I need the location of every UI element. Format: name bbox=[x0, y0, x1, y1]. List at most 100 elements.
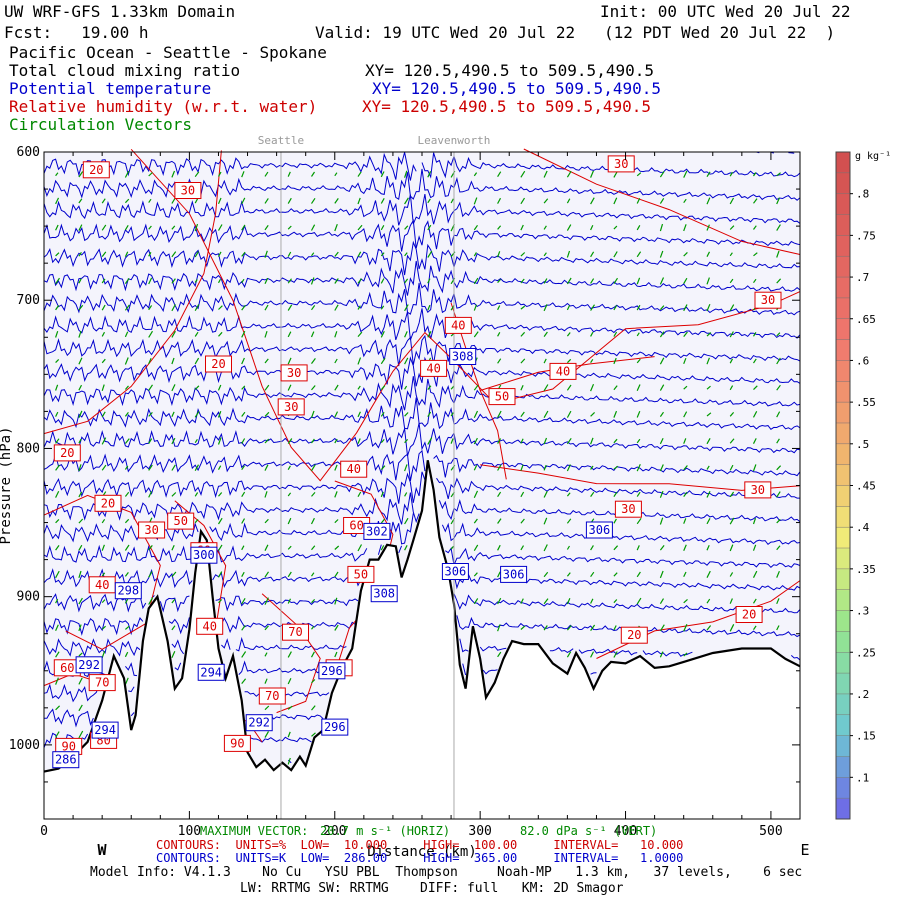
circulation-vector bbox=[334, 278, 339, 284]
circulation-vector bbox=[287, 465, 291, 470]
circulation-vector bbox=[287, 705, 293, 710]
colorbar-segment bbox=[836, 735, 850, 757]
rh-contour-label: 70 bbox=[288, 625, 302, 639]
circulation-vector bbox=[683, 411, 688, 418]
circulation-vector bbox=[124, 385, 129, 390]
circulation-vector bbox=[334, 491, 338, 498]
circulation-vector bbox=[194, 492, 199, 497]
circulation-vector bbox=[659, 570, 664, 579]
circulation-vector bbox=[566, 572, 571, 577]
circulation-vector bbox=[590, 251, 595, 258]
circulation-vector bbox=[101, 171, 106, 177]
circulation-vector bbox=[194, 279, 198, 283]
circulation-vector bbox=[683, 491, 688, 497]
circulation-vector bbox=[590, 331, 594, 337]
circulation-vector bbox=[613, 197, 618, 205]
circulation-vector bbox=[706, 303, 711, 312]
circulation-vector bbox=[497, 410, 502, 418]
rh-contour-label-box bbox=[343, 517, 371, 534]
colorbar-segment bbox=[836, 339, 850, 361]
circulation-vector bbox=[287, 331, 292, 338]
rh-contour-label-box bbox=[444, 316, 472, 334]
circulation-vector bbox=[311, 598, 316, 604]
circulation-vector bbox=[636, 304, 641, 311]
rh-contour-label-box bbox=[280, 364, 308, 382]
circulation-vector bbox=[450, 332, 456, 337]
circulation-vector bbox=[241, 411, 246, 417]
rh-contour-label-box bbox=[282, 623, 309, 641]
circulation-vector bbox=[357, 305, 361, 310]
circulation-vector bbox=[752, 570, 758, 578]
rh-contour-label-box bbox=[488, 388, 516, 406]
circulation-vector bbox=[590, 437, 594, 445]
circulation-vector bbox=[520, 224, 524, 231]
theta-contour-label: 302 bbox=[366, 524, 388, 538]
theta-contour-line bbox=[43, 422, 801, 457]
circulation-vector bbox=[148, 252, 152, 257]
circulation-vector bbox=[264, 678, 268, 684]
circulation-vector bbox=[706, 490, 711, 498]
circulation-vector bbox=[729, 252, 733, 257]
circulation-vector bbox=[776, 545, 781, 551]
circulation-vector bbox=[520, 438, 524, 444]
circulation-vector bbox=[659, 171, 665, 178]
circulation-vector bbox=[124, 572, 129, 577]
theta-contour-line bbox=[43, 568, 801, 591]
circulation-vector bbox=[520, 572, 525, 577]
theta-contour-label: 296 bbox=[321, 664, 343, 678]
theta-contour-label: 294 bbox=[94, 723, 116, 737]
circulation-vector bbox=[613, 572, 618, 577]
circulation-vector bbox=[566, 437, 572, 445]
var-theta-label: Potential temperature bbox=[9, 79, 212, 98]
circulation-vector bbox=[357, 171, 362, 177]
rh-contour-label-box bbox=[196, 617, 224, 635]
circulation-vector bbox=[78, 544, 83, 551]
circulation-vector bbox=[636, 172, 642, 177]
circulation-vector bbox=[78, 384, 83, 391]
circulation-vector bbox=[543, 225, 547, 230]
circulation-vector bbox=[497, 278, 502, 284]
circulation-vector bbox=[520, 545, 525, 551]
circulation-vector bbox=[566, 651, 572, 658]
circulation-vector bbox=[124, 677, 129, 685]
terrain-fill bbox=[44, 460, 800, 819]
circulation-vector bbox=[566, 518, 572, 524]
circulation-vector bbox=[357, 251, 362, 257]
circulation-vector bbox=[194, 223, 199, 232]
circulation-vector bbox=[264, 464, 269, 471]
theta-contour-line bbox=[43, 397, 801, 431]
circulation-vector bbox=[636, 491, 641, 497]
circulation-vector bbox=[613, 465, 619, 470]
circulation-vector bbox=[124, 357, 129, 365]
circulation-vector bbox=[566, 224, 572, 231]
circulation-vector bbox=[636, 545, 640, 551]
max-vector-horiz: 20.7 m s⁻¹ (HORIZ) bbox=[320, 824, 451, 838]
rh-contour-label: 60 bbox=[332, 661, 346, 675]
theta-contour-label: 308 bbox=[452, 350, 474, 364]
circulation-vector bbox=[171, 304, 176, 312]
circulation-vector bbox=[78, 224, 83, 231]
circulation-vector bbox=[752, 358, 757, 364]
circulation-vector bbox=[520, 384, 524, 391]
theta-contour-line bbox=[43, 152, 801, 181]
circulation-vector bbox=[218, 358, 222, 364]
circulation-vector bbox=[311, 305, 316, 311]
circulation-vector bbox=[497, 171, 502, 178]
rh-contour-label-box bbox=[549, 362, 577, 380]
circulation-vector bbox=[497, 651, 502, 658]
rh-contour-label: 20 bbox=[89, 163, 103, 177]
circulation-vector bbox=[752, 438, 757, 444]
circulation-vector bbox=[287, 517, 292, 525]
circulation-vector bbox=[613, 251, 618, 258]
circulation-vector bbox=[241, 197, 246, 205]
circulation-vector bbox=[287, 304, 293, 311]
circulation-vector bbox=[404, 464, 408, 472]
theta-contour-line bbox=[43, 168, 801, 201]
circulation-vector bbox=[497, 518, 502, 524]
circulation-vector bbox=[450, 304, 455, 311]
circulation-vector bbox=[613, 625, 617, 631]
circulation-vector bbox=[287, 251, 292, 257]
circulation-vector bbox=[334, 304, 339, 311]
circulation-vector bbox=[729, 464, 734, 471]
theta-contour-label: 292 bbox=[248, 716, 270, 730]
